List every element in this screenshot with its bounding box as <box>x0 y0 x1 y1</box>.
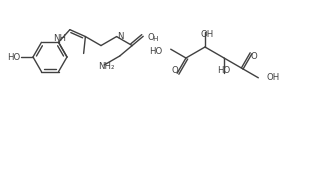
Text: HO: HO <box>7 52 20 62</box>
Text: O: O <box>172 66 179 75</box>
Text: H: H <box>152 36 158 42</box>
Text: NH₂: NH₂ <box>98 62 114 71</box>
Text: OH: OH <box>200 30 214 39</box>
Text: HO: HO <box>150 47 163 56</box>
Text: O: O <box>147 33 154 42</box>
Text: OH: OH <box>266 73 280 82</box>
Text: O: O <box>251 52 257 61</box>
Text: HO: HO <box>217 66 231 75</box>
Text: NH: NH <box>53 34 66 43</box>
Text: N: N <box>118 32 124 41</box>
